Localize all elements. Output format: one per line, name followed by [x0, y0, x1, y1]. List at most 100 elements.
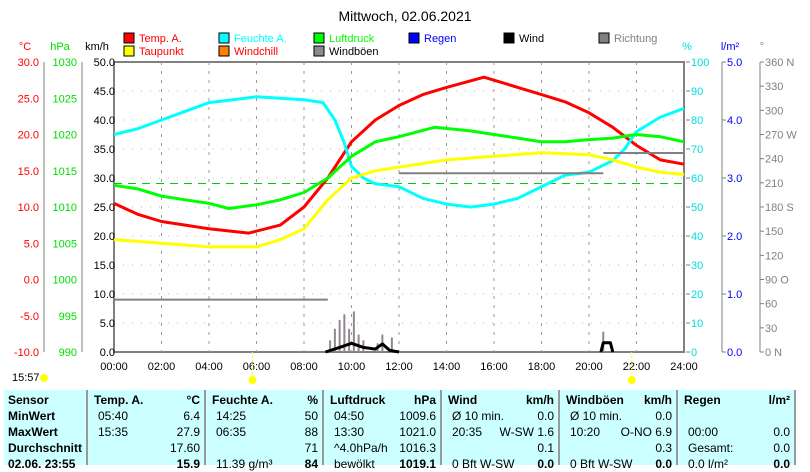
x-tick-label: 14:00: [433, 361, 461, 373]
chart-title: Mittwoch, 02.06.2021: [338, 8, 471, 24]
legend-label: Richtung: [614, 33, 657, 45]
temp-tick: 20.0: [18, 130, 39, 142]
column-unit: %: [307, 393, 318, 407]
direction-tick: 150: [765, 226, 783, 238]
humidity-tick: 0: [691, 347, 697, 359]
x-tick-label: 24:00: [670, 361, 698, 373]
x-tick-label: 06:00: [243, 361, 271, 373]
direction-tick: 210: [765, 178, 783, 190]
rain-tick: 1.0: [727, 289, 742, 301]
cell-value: 0.1: [537, 441, 554, 455]
column-header: Luftdruck: [330, 393, 386, 407]
cell-value: 71: [304, 441, 318, 455]
column-header: Regen: [684, 393, 721, 407]
row-label: MaxWert: [8, 425, 58, 439]
cell-label: 15:35: [98, 425, 129, 439]
cell-value: 0.0: [773, 425, 790, 439]
humidity-tick: 20: [691, 289, 703, 301]
direction-axis-label: °: [760, 41, 764, 53]
table-column: Windböen km/h Ø 10 min. 0.0 10:20 O-NO 6.9 0.3…: [560, 390, 678, 471]
wind-tick: 35.0: [94, 144, 115, 156]
table-column: Temp. A. °C 05:40 6.4 15:35 27.9 17.60 15.9: [88, 390, 206, 471]
humidity-tick: 10: [691, 318, 703, 330]
pressure-axis-label: hPa: [50, 41, 70, 53]
humidity-tick: 70: [691, 144, 703, 156]
temp-axis-label: °C: [19, 41, 31, 53]
sensor-column: Sensor MinWert MaxWert Durchschnitt 02.06. 2…: [4, 390, 88, 471]
humidity-tick: 50: [691, 202, 703, 214]
legend-label: Wind: [519, 33, 544, 45]
cell-value: 27.9: [176, 425, 200, 439]
table-column: Wind km/h Ø 10 min. 0.0 20:35 W-SW 1.6 0.1 0 Bf…: [442, 390, 560, 471]
temp-tick: 25.0: [18, 93, 39, 105]
cell-value: 0.0: [655, 409, 672, 423]
column-unit: l/m²: [768, 393, 790, 407]
x-tick-label: 18:00: [528, 361, 556, 373]
humidity-tick: 100: [691, 57, 709, 69]
cell-label: 06:35: [216, 425, 247, 439]
direction-tick: 360 N: [765, 57, 794, 69]
column-unit: km/h: [643, 393, 672, 407]
cell-label: Gesamt:: [688, 441, 734, 455]
cell-label: 11.39 g/m³: [216, 457, 273, 471]
legend-label: Windchill: [234, 46, 278, 58]
row-label: 02.06. 23:55: [8, 457, 76, 471]
pressure-tick: 1015: [53, 166, 77, 178]
temp-tick: 10.0: [18, 202, 39, 214]
rain-tick: 3.0: [727, 173, 742, 185]
legend-swatch: [598, 32, 610, 44]
column-header: Windböen: [566, 393, 624, 407]
series-wind: [324, 341, 615, 354]
cell-value: 0.0: [773, 457, 790, 471]
wind-tick: 45.0: [94, 86, 115, 98]
legend-swatch: [123, 45, 135, 57]
legend-swatch: [313, 32, 325, 44]
wind-tick: 0.0: [100, 347, 115, 359]
sun-icon: [40, 374, 48, 382]
column-header: Temp. A.: [94, 393, 144, 407]
column-header: Wind: [448, 393, 478, 407]
wind-tick: 25.0: [94, 202, 115, 214]
cell-value: 84: [304, 457, 318, 471]
direction-tick: 120: [765, 250, 783, 262]
cell-value: 1019.1: [399, 457, 436, 471]
x-tick-label: 02:00: [148, 361, 176, 373]
temp-tick: -10.0: [14, 347, 39, 359]
direction-tick: 60: [765, 299, 777, 311]
series-taupunkt: [113, 151, 685, 249]
direction-tick: 240: [765, 154, 783, 166]
wind-tick: 15.0: [94, 260, 115, 272]
humidity-tick: 90: [691, 86, 703, 98]
cell-label: Ø 10 min.: [452, 409, 505, 423]
legend-label: Windböen: [329, 46, 379, 58]
cell-value: 0.0: [537, 409, 554, 423]
table-column: Feuchte A.% 14:25 50 06:35 88 71 11.39 g/m³ 84: [206, 390, 324, 471]
cell-value: 1009.6: [399, 409, 436, 423]
cell-label: 0 Bft W-SW: [452, 457, 515, 471]
legend-swatch: [408, 32, 420, 44]
cell-label: 04:50: [334, 409, 365, 423]
series-luftdruck: [113, 125, 685, 210]
row-label: Sensor: [8, 393, 49, 407]
pressure-tick: 1005: [53, 238, 77, 250]
x-tick-label: 10:00: [338, 361, 366, 373]
humidity-axis-label: %: [682, 41, 692, 53]
legend-label: Feuchte A.: [234, 33, 287, 45]
wind-tick: 50.0: [94, 57, 115, 69]
direction-tick: 0 N: [765, 347, 782, 359]
legend-label: Taupunkt: [139, 46, 184, 58]
cell-label: Ø 10 min.: [570, 409, 623, 423]
row-label: Durchschnitt: [8, 441, 83, 455]
temp-tick: 30.0: [18, 57, 39, 69]
legend-label: Regen: [424, 33, 456, 45]
cell-label: 00:00: [688, 425, 719, 439]
cell-value: 6.4: [183, 409, 200, 423]
cell-label: 13:30: [334, 425, 365, 439]
wind-tick: 5.0: [100, 318, 115, 330]
series-tempa: [113, 75, 685, 235]
cell-value: 0.0: [537, 457, 554, 471]
temp-tick: -5.0: [20, 311, 39, 323]
direction-tick: 270 W: [765, 130, 797, 142]
cell-label: 10:20: [570, 425, 601, 439]
cell-label: 05:40: [98, 409, 129, 423]
